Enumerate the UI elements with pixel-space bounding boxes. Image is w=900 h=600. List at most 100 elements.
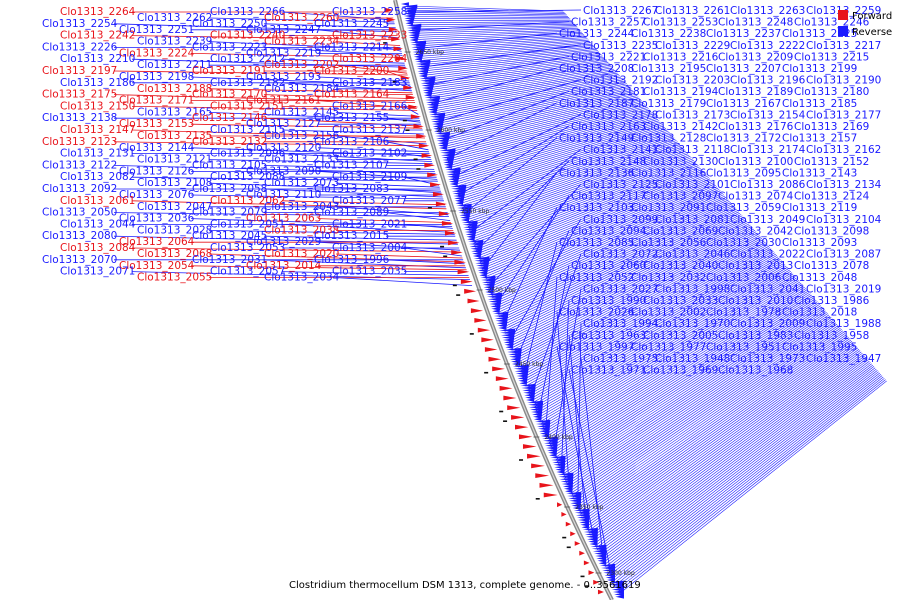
reverse-gene-glyph [577,515,590,520]
leader-line [335,253,463,259]
leader-line-reverse [436,84,629,124]
forward-gene-glyph [495,376,509,381]
leader-line-reverse [561,304,820,473]
leader-line-reverse [450,115,655,173]
reverse-gene-glyph [611,587,624,592]
gene-label-reverse: Clo1313_2141 [583,144,658,156]
forward-gene-glyph [570,531,576,537]
leader-line-reverse [612,372,880,582]
reverse-gene-glyph [596,556,607,561]
reverse-gene-glyph [436,136,449,141]
forward-gene-glyph [391,36,401,42]
gene-label-reverse: Clo1313_2162 [806,144,881,156]
forward-gene-glyph [565,521,572,527]
gene-label-forward: Clo1313_2191 [192,65,267,77]
leader-line-reverse [456,125,664,189]
leader-line-reverse [540,273,794,425]
small-feature-mark [562,536,567,539]
leader-line-reverse [560,302,819,471]
gene-label-reverse: Clo1313_2052 [559,272,634,284]
reverse-gene-glyph [522,388,536,393]
reverse-gene-glyph [444,165,452,169]
gene-label-reverse: Clo1313_2214 [314,41,390,53]
leader-line-reverse [462,138,676,210]
gene-label-reverse: Clo1313_2257 [571,17,646,29]
reverse-gene-glyph [567,494,582,498]
reverse-gene-glyph [592,549,607,553]
leader-line-reverse [518,237,763,368]
leader-line-reverse [562,305,822,475]
reverse-gene-glyph [525,395,535,400]
small-feature-mark [405,129,410,131]
reverse-gene-glyph [524,393,535,397]
leader-line [335,41,401,46]
leader-line-reverse [414,31,582,40]
gene-label-reverse: Clo1313_2183 [332,77,407,89]
leader-line-reverse [517,236,761,366]
leader-line-reverse [445,103,645,154]
reverse-gene-glyph [470,247,483,251]
tick-label: 2350 kbp [575,504,603,511]
leader-line-reverse [516,235,760,364]
leader-line-reverse [442,96,639,143]
leader-line [113,212,449,217]
reverse-gene-glyph [465,232,476,237]
small-feature-mark [452,284,457,287]
leader-line-reverse [594,348,860,544]
leader-line [113,70,408,76]
gene-label-reverse: Clo1313_2187 [559,98,634,110]
leader-line [263,47,403,56]
reverse-gene-glyph [418,71,428,76]
reverse-gene-glyph [449,182,458,186]
tick-label: 2450 kbp [515,361,543,368]
gene-label-reverse: Clo1313_2157 [782,133,857,145]
reverse-gene-glyph [537,427,550,431]
leader-line-reverse [541,274,795,427]
reverse-gene-glyph [558,475,574,479]
gene-label-reverse: Clo1313_2076 [119,189,195,201]
leader-line-reverse [600,356,867,557]
gene-label-reverse: Clo1313_2223 [192,41,267,53]
gene-label-reverse: Clo1313_2245 [314,18,389,30]
leader-line [190,76,411,86]
gene-label-reverse: Clo1313_2266 [210,6,286,18]
reverse-gene-glyph [506,347,522,352]
leader-line [335,182,440,188]
reverse-gene-glyph [488,299,501,304]
tick-label: 2500 kbp [488,287,516,294]
leader-line-reverse [424,55,603,78]
leader-line-reverse [569,315,831,492]
reverse-gene-glyph [458,211,471,215]
gene-label-reverse: Clo1313_2106 [314,136,390,148]
leader-line-reverse [560,299,570,472]
leader-line-reverse [427,62,609,89]
gene-label-reverse: Clo1313_2138 [42,112,117,124]
gene-label-reverse: Clo1313_2251 [119,24,194,36]
gene-label-reverse: Clo1313_2079 [192,207,267,219]
leader-line-reverse [506,218,745,336]
reverse-gene-glyph [521,386,536,390]
reverse-gene-glyph [504,343,514,347]
gene-label-reverse: Clo1313_2210 [60,53,135,65]
gene-label-reverse: Clo1313_2107 [314,159,389,171]
gene-label-reverse: Clo1313_2226 [42,41,118,53]
gene-label-reverse: Clo1313_2031 [192,254,267,266]
gene-label-reverse: Clo1313_2131 [60,148,135,160]
forward-gene-glyph [481,337,494,343]
reverse-gene-glyph [507,350,522,354]
gene-label-reverse: Clo1313_2143 [782,167,857,179]
leader-line-reverse [513,230,756,355]
reverse-gene-glyph [429,115,445,119]
forward-gene-glyph [531,463,545,469]
reverse-gene-glyph [451,187,466,191]
reverse-gene-glyph [554,465,565,469]
gene-label-reverse: Clo1313_2053 [210,242,285,254]
leader-line-reverse [406,7,565,13]
reverse-gene-glyph [556,470,565,474]
reverse-gene-glyph [420,79,435,83]
reverse-gene-glyph [424,93,432,97]
forward-gene-glyph [393,46,403,52]
forward-gene-glyph [597,589,604,595]
reverse-gene-glyph [610,585,624,589]
